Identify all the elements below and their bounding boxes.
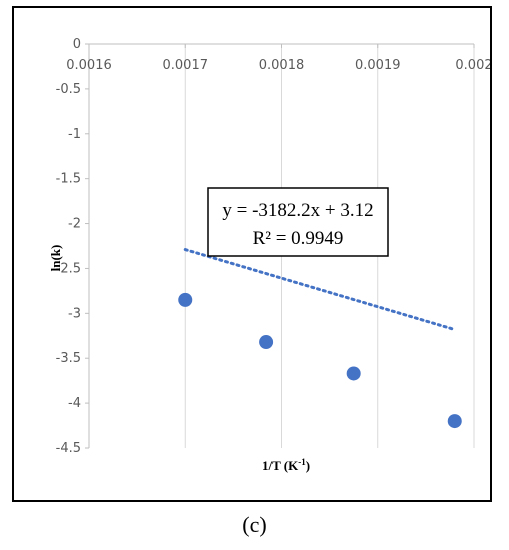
trendline-line xyxy=(183,248,457,332)
y-tick-label: 0 xyxy=(73,37,81,52)
x-tick-label: 0.0019 xyxy=(355,58,401,73)
y-tick-label: -3.5 xyxy=(56,351,81,366)
trendline-equation: y = -3182.2x + 3.12 xyxy=(222,200,373,221)
y-tick-label: -4 xyxy=(68,396,81,411)
r-squared-label: R² = 0.9949 xyxy=(253,228,344,249)
x-tick-label: 0.002 xyxy=(455,58,490,73)
y-tick-label: -2 xyxy=(68,217,81,232)
trendline xyxy=(183,248,457,332)
chart-frame: 0 -0.5 -1 -1.5 -2 -2.5 -3 -3.5 -4 -4.5 0.0016 0.001… xyxy=(12,6,492,502)
chart-svg: 0 -0.5 -1 -1.5 -2 -2.5 -3 -3.5 -4 -4.5 0.0016 0.001… xyxy=(48,37,490,473)
equation-box: y = -3182.2x + 3.12 R² = 0.9949 xyxy=(207,187,389,257)
data-point xyxy=(447,414,462,429)
y-tick-label: -2.5 xyxy=(56,261,81,276)
axes xyxy=(85,43,475,449)
y-tick-label: -0.5 xyxy=(56,82,81,97)
y-tick-label: -4.5 xyxy=(56,441,81,456)
data-points xyxy=(178,292,462,429)
figure-caption: (c) xyxy=(242,512,267,537)
y-tick-label: -3 xyxy=(68,306,81,321)
y-tick-label: -1 xyxy=(68,127,81,142)
data-point xyxy=(259,335,274,350)
data-point xyxy=(178,292,193,307)
y-axis-title: ln(k) xyxy=(48,245,63,272)
data-point xyxy=(346,366,361,381)
x-tick-label: 0.0016 xyxy=(66,58,112,73)
x-tick-label: 0.0017 xyxy=(163,58,209,73)
x-axis-title: 1/T (K-1) xyxy=(262,457,310,473)
x-tick-label: 0.0018 xyxy=(259,58,305,73)
tick-labels: 0 -0.5 -1 -1.5 -2 -2.5 -3 -3.5 -4 -4.5 0.0016 0.001… xyxy=(56,37,490,456)
y-tick-label: -1.5 xyxy=(56,172,81,187)
